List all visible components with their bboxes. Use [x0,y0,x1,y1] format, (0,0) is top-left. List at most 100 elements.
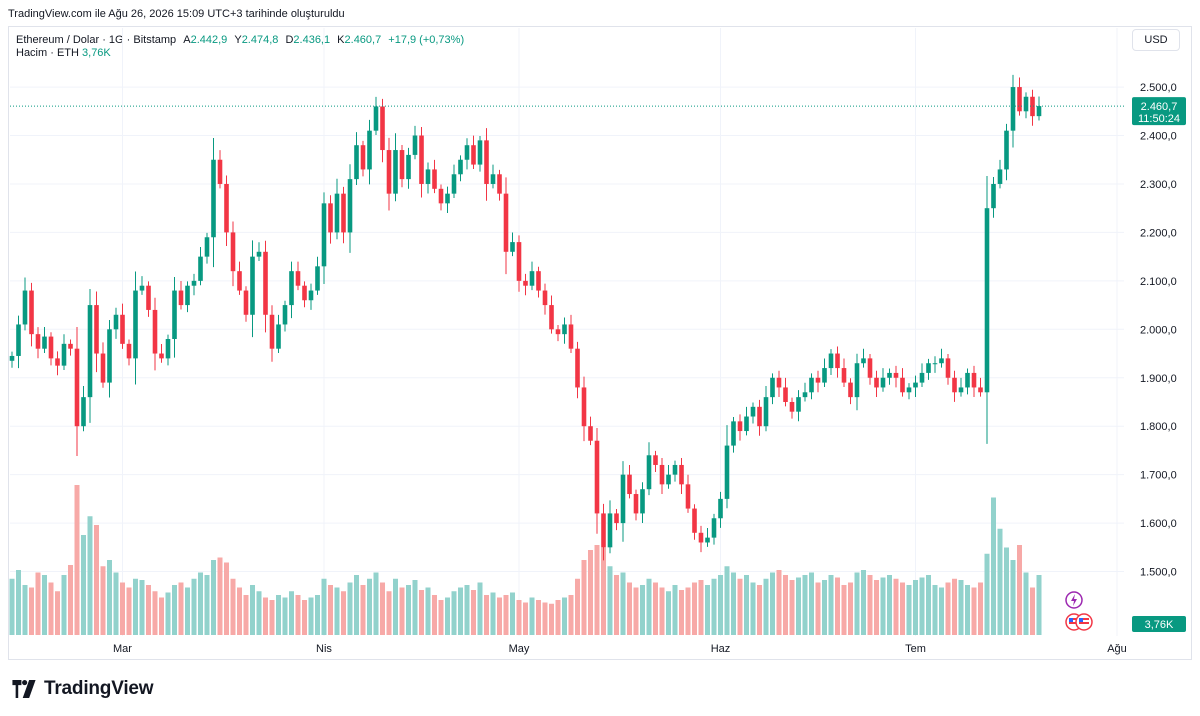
candle [893,365,899,388]
volume-bar [542,602,548,635]
volume-bar [835,577,840,635]
candle-body [471,145,476,165]
candle [399,144,405,188]
candle-body [867,358,873,378]
symbol-title[interactable]: Ethereum / Dolar · 1G · Bitstamp [16,34,177,46]
candle [243,286,249,322]
candle-body [854,363,860,398]
candle-body [698,532,704,543]
candle [458,155,463,182]
candle-body [42,336,47,349]
volume-bar [100,566,106,635]
volume-bar [809,572,814,635]
volume-bar [146,585,151,635]
candle [256,242,262,261]
candle [55,351,60,376]
volume-bar [854,572,860,635]
candle [269,305,275,362]
volume-bar [497,597,502,635]
volume-bar [744,575,749,635]
volume-bar [1010,560,1016,635]
volume-bar [191,578,197,635]
brand[interactable]: TradingView [10,678,154,700]
y-tick-label: 2.000,0 [1140,324,1177,336]
candle-body [256,251,262,257]
candle [698,525,704,553]
candle-body [874,377,879,388]
candle-body [334,193,340,233]
candle [406,147,411,189]
volume-bar [640,585,645,635]
candle-body [445,193,450,204]
candle-body [906,387,912,393]
volume-bar [1036,575,1042,635]
volume-bar [386,591,392,635]
volume-bar [126,587,132,635]
candle [315,256,320,295]
candle-body [789,401,795,412]
candle-body [672,464,678,475]
candle [588,416,593,446]
candle [939,348,944,368]
candle-body [1036,106,1042,117]
candle-body [926,363,931,373]
candle [35,327,41,359]
candle [672,460,678,482]
candle-body [113,314,119,330]
candle [471,135,476,169]
candle-body [48,336,54,359]
candle [451,164,457,199]
volume-bar [731,572,736,635]
currency-button[interactable]: USD [1132,29,1180,51]
volume-bar [48,582,54,635]
low-value: 2.436,1 [293,34,331,46]
volume-bar [633,587,639,635]
volume-bar [555,600,561,635]
volume-bar [718,575,723,635]
volume-bar [347,582,353,635]
volume-bar [133,578,138,635]
candle-body [815,377,821,383]
candle [139,276,145,295]
candle-body [633,494,639,514]
candle [367,119,372,185]
volume-bar [913,580,918,635]
candle [412,125,418,160]
x-tick-label: Ağu [1107,643,1127,655]
volume-bar [679,590,684,635]
candle-body [718,498,723,519]
candle-body [997,169,1003,184]
candle [731,417,736,453]
candle-body [146,285,151,310]
countdown-label: 11:50:24 [1138,113,1180,125]
volume-bar [484,595,489,635]
volume-bar [783,575,788,635]
candle [815,370,821,393]
candle-body [81,397,86,427]
candle [276,314,281,354]
volume-bar [848,582,853,635]
candle-body [204,237,210,257]
candle-body [360,145,366,170]
candle [204,232,210,264]
volume-bar [16,570,21,635]
candle-body [601,513,606,548]
candle-body [555,329,561,335]
candle-body [939,358,944,364]
candle-body [282,305,288,325]
volume-bar [451,591,457,635]
volume-bar [328,585,333,635]
candle [867,354,873,385]
candle-body [503,193,509,252]
volume-bar [659,587,665,635]
candle-body [562,324,567,335]
candle-body [269,314,275,349]
candle-body [1030,96,1035,117]
candle [302,281,307,308]
candle [809,373,814,400]
volume-bar [724,566,730,635]
volume-bar [276,595,281,635]
candle-body [22,290,28,325]
volume-bar [29,587,34,635]
